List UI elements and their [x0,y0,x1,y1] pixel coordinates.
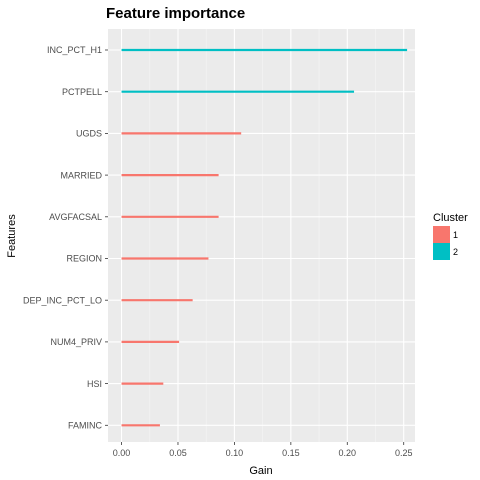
x-tick-label: 0.10 [226,448,244,458]
y-axis-ticks: INC_PCT_H1 PCTPELL UGDS MARRIED AVGFACSAL REG… [23,45,108,431]
x-axis-ticks: 0.00 0.05 0.10 0.15 0.20 0.25 [113,442,413,458]
y-tick-label: UGDS [76,129,102,139]
y-tick-label: PCTPELL [62,87,102,97]
y-tick-label: NUM4_PRIV [50,337,102,347]
y-tick-label: FAMINC [68,421,103,431]
y-tick-label: HSI [87,379,102,389]
chart-title: Feature importance [106,5,245,22]
bars [121,48,408,427]
legend-entries: 12 [433,226,458,260]
x-tick-label: 0.15 [282,448,300,458]
y-tick-label: MARRIED [60,170,102,180]
y-tick-label: AVGFACSAL [49,212,102,222]
gridlines [108,29,415,442]
y-tick-label: REGION [66,254,102,264]
y-tick-label: DEP_INC_PCT_LO [23,295,102,305]
legend-title: Cluster [433,212,468,224]
legend-label-1: 1 [453,230,458,240]
legend-key-1 [433,226,450,243]
legend: Cluster 12 [433,212,468,260]
x-tick-label: 0.00 [113,448,131,458]
x-axis-title: Gain [249,465,272,477]
legend-key-2 [433,243,450,260]
plot-panel [108,29,415,442]
y-axis-title: Features [6,214,18,258]
x-tick-label: 0.25 [395,448,413,458]
legend-label-2: 2 [453,247,458,257]
x-tick-label: 0.05 [169,448,187,458]
x-tick-label: 0.20 [339,448,357,458]
y-tick-label: INC_PCT_H1 [47,45,102,55]
